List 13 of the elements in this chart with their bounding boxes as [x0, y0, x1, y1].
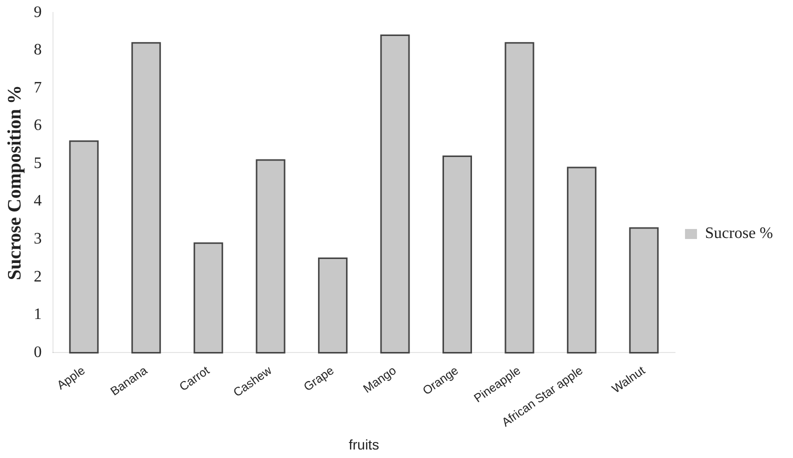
y-tick-label: 3	[34, 230, 42, 248]
x-axis-title: fruits	[348, 436, 380, 452]
y-tick-label: 6	[34, 117, 42, 134]
y-tick-label: 2	[34, 268, 42, 286]
y-tick-label: 5	[34, 154, 42, 172]
y-tick-label: 0	[34, 344, 42, 361]
y-axis-title: Sucrose Composition %	[4, 85, 26, 280]
y-tick-label: 1	[34, 306, 42, 324]
y-tick-label: 4	[34, 192, 42, 210]
y-tick-label: 9	[34, 4, 42, 21]
legend-label: Sucrose %	[705, 225, 773, 242]
y-tick-label: 7	[34, 79, 42, 96]
y-tick-label: 8	[34, 42, 42, 59]
